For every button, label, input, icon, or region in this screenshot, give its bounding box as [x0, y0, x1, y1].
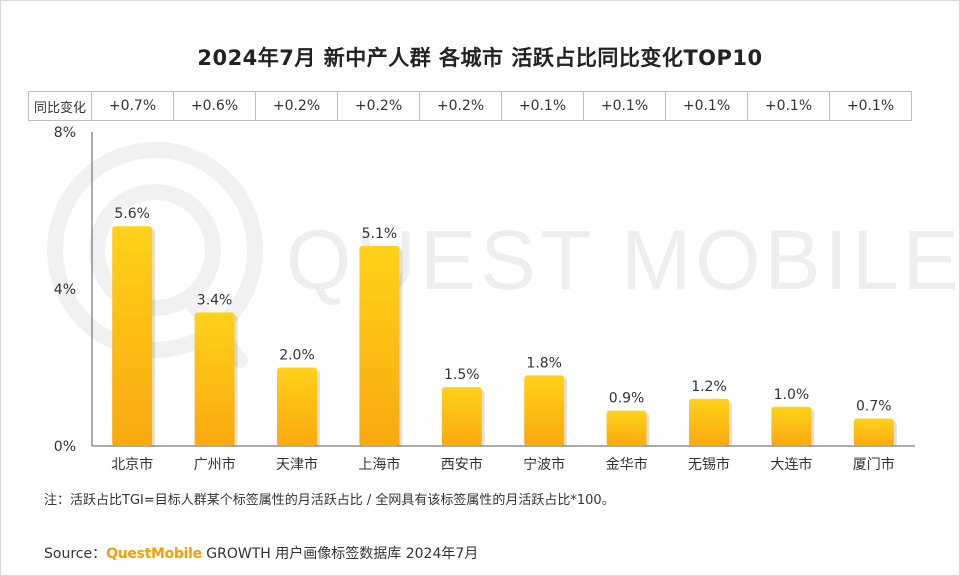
- bar: [524, 375, 565, 446]
- footnote: 注：活跃占比TGI=目标人群某个标签属性的月活跃占比 / 全网具有该标签属性的月…: [44, 493, 615, 508]
- yoy-cell: +0.2%: [337, 91, 420, 121]
- bar: [194, 312, 235, 446]
- source-text: GROWTH 用户画像标签数据库 2024年7月: [201, 546, 479, 562]
- bar-value-label: 0.9%: [609, 391, 645, 407]
- y-tick-label: 0%: [54, 439, 76, 455]
- source-brand: QuestMobile: [106, 546, 202, 562]
- x-tick-label: 天津市: [276, 456, 318, 473]
- bar: [689, 398, 729, 446]
- yoy-cell: +0.1%: [747, 91, 830, 121]
- bar: [853, 418, 894, 446]
- bar: [359, 245, 400, 446]
- yoy-header: 同比变化: [28, 91, 92, 121]
- bar-value-label: 5.1%: [362, 226, 398, 242]
- x-tick-label: 金华市: [606, 456, 648, 473]
- bar-value-label: 1.2%: [691, 379, 727, 395]
- yoy-cell: +0.1%: [665, 91, 748, 121]
- yoy-row: 同比变化 +0.7% +0.6% +0.2% +0.2% +0.2% +0.1% +0.1%…: [28, 91, 912, 121]
- bar-value-label: 1.8%: [526, 355, 562, 371]
- x-tick-label: 北京市: [111, 456, 153, 473]
- bar: [606, 410, 647, 446]
- x-tick-label: 西安市: [441, 456, 483, 473]
- x-tick-label: 广州市: [194, 456, 236, 473]
- source-prefix: Source：: [44, 546, 107, 562]
- bar: [771, 406, 812, 446]
- yoy-cell: +0.1%: [583, 91, 666, 121]
- bar: [441, 387, 482, 446]
- bar-value-label: 0.7%: [856, 399, 892, 415]
- x-tick-label: 上海市: [358, 456, 400, 473]
- yoy-cell: +0.1%: [501, 91, 584, 121]
- x-tick-label: 厦门市: [853, 456, 895, 473]
- x-tick-label: 宁波市: [523, 456, 565, 473]
- bar-value-label: 2.0%: [279, 348, 315, 364]
- yoy-cell: +0.6%: [173, 91, 256, 121]
- bar-value-label: 3.4%: [197, 293, 233, 309]
- y-tick-label: 8%: [54, 125, 76, 141]
- x-tick-label: 无锡市: [688, 456, 730, 473]
- yoy-cell: +0.1%: [829, 91, 912, 121]
- yoy-cell: +0.2%: [419, 91, 502, 121]
- bar: [112, 226, 153, 446]
- source-line: Source：QuestMobile GROWTH 用户画像标签数据库 2024…: [44, 543, 478, 563]
- x-tick-label: 大连市: [770, 456, 812, 473]
- bar-value-label: 5.6%: [114, 206, 150, 222]
- bar: [277, 367, 317, 446]
- yoy-cell: +0.2%: [255, 91, 338, 121]
- y-tick-label: 4%: [54, 282, 76, 298]
- chart-title: 2024年7月 新中产人群 各城市 活跃占比同比变化TOP10: [197, 46, 763, 70]
- bar-value-label: 1.0%: [774, 387, 810, 403]
- bar-value-label: 1.5%: [444, 367, 480, 383]
- yoy-table: 同比变化 +0.7% +0.6% +0.2% +0.2% +0.2% +0.1% +0.1%…: [28, 91, 912, 121]
